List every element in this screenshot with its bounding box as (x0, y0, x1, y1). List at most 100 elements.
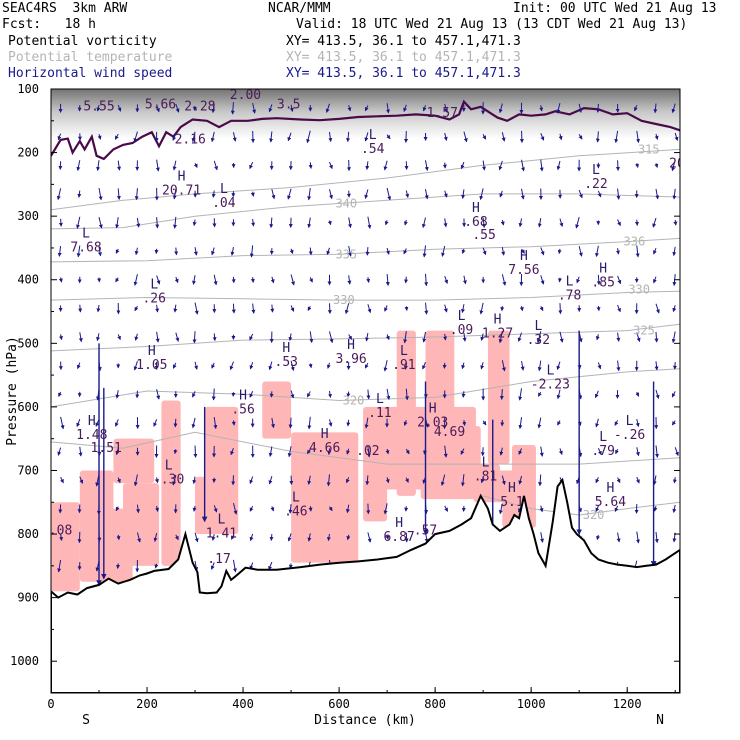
wind-vector (499, 388, 504, 400)
wind-vector (367, 216, 372, 229)
wind-vector (133, 361, 138, 371)
wind-vector (56, 188, 62, 201)
wind-vector (309, 331, 314, 344)
wind-vector (78, 332, 83, 343)
wind-vector (327, 448, 332, 456)
wind-vector (174, 247, 179, 256)
y-tick-label: 100 (17, 82, 39, 96)
wind-vector (308, 162, 313, 169)
pv-shading-region (51, 502, 80, 592)
wind-vector (653, 103, 658, 114)
wind-vector (155, 331, 160, 343)
wind-vector (674, 447, 679, 457)
wind-vector (462, 275, 467, 285)
wind-vector (250, 191, 255, 197)
wind-vector (540, 532, 544, 543)
wind-vector (58, 391, 62, 397)
y-tick-label: 700 (17, 463, 39, 477)
wind-vector (271, 189, 276, 200)
wind-vector (405, 477, 409, 483)
extremum-letter: H (508, 481, 516, 496)
wind-vector (443, 132, 448, 142)
wind-vector (595, 477, 600, 484)
extremum-letter: L (150, 277, 158, 292)
wind-vector (633, 105, 638, 112)
wind-vector (384, 220, 389, 226)
wind-vector (329, 161, 333, 170)
wind-vector (231, 303, 236, 314)
wind-vector (192, 105, 197, 111)
theta-contour (51, 290, 680, 301)
wind-vector (58, 218, 63, 227)
extremum-value: 2.00 (230, 88, 261, 103)
wind-vector (153, 533, 158, 542)
wind-vector (172, 132, 177, 141)
extremum-value: 6.87 (383, 530, 414, 545)
wind-vector (385, 274, 390, 287)
wind-vector (366, 445, 371, 458)
wind-vector (212, 333, 217, 342)
extremum-value: 5.55 (83, 99, 114, 114)
wind-vector (636, 332, 641, 343)
wind-vector (289, 248, 294, 255)
wind-vector (539, 505, 544, 513)
wind-vector (636, 130, 640, 144)
wind-vector (653, 506, 658, 512)
wind-vector (288, 333, 293, 342)
wind-vector (616, 188, 621, 200)
theta-label: 340 (335, 196, 357, 210)
x-tick-label: 600 (328, 697, 350, 711)
wind-vector (671, 391, 676, 398)
wind-vector (192, 476, 197, 485)
wind-vector (556, 389, 561, 400)
wind-vector (60, 416, 65, 430)
extremum-letter: H (239, 389, 247, 404)
wind-vector (653, 248, 657, 255)
wind-vector (424, 160, 429, 172)
wind-vector (597, 362, 602, 370)
wind-vector (134, 247, 139, 256)
wind-vector (575, 216, 580, 229)
wind-vector (114, 419, 119, 427)
wind-vector (403, 248, 408, 255)
wind-vector (232, 559, 237, 573)
wind-vector (482, 247, 487, 256)
wind-vector (480, 333, 485, 342)
wind-vector (557, 248, 562, 255)
wind-vector (366, 389, 371, 400)
extremum-letter: H (282, 341, 290, 356)
extremum-value: .32 (527, 333, 550, 348)
wind-vector (191, 417, 196, 429)
wind-vector (173, 304, 178, 313)
wind-vector (115, 248, 120, 254)
wind-vector (635, 163, 639, 168)
wind-vector (249, 161, 254, 170)
wind-vector (460, 161, 465, 170)
wind-vector (193, 162, 198, 169)
wind-vector (365, 475, 370, 486)
wind-vector (192, 391, 196, 398)
wind-vector (252, 102, 257, 114)
wind-vector (537, 391, 542, 397)
wind-vector (306, 130, 311, 144)
wind-vector (175, 103, 180, 113)
wind-vector (385, 334, 390, 341)
wind-vector (386, 187, 392, 201)
wind-vector (595, 418, 600, 428)
wind-vector (672, 504, 677, 513)
wind-vector (249, 333, 254, 341)
wind-vector (536, 331, 542, 344)
wind-vector (230, 102, 235, 115)
wind-vector (328, 506, 333, 512)
wind-vector (538, 474, 543, 487)
wind-vector (386, 247, 390, 255)
wind-vector (403, 219, 408, 226)
wind-vector (60, 477, 64, 484)
wind-vector (616, 532, 621, 543)
pv-shading-region (396, 330, 416, 496)
extremum-letter: H (321, 427, 329, 442)
x-tick-label: 1000 (517, 697, 546, 711)
wind-vector (327, 220, 332, 226)
header: SEAC4RS 3km ARW Fcst: 18 h NCAR/MMM Init… (0, 0, 740, 86)
wind-vector (115, 506, 120, 512)
